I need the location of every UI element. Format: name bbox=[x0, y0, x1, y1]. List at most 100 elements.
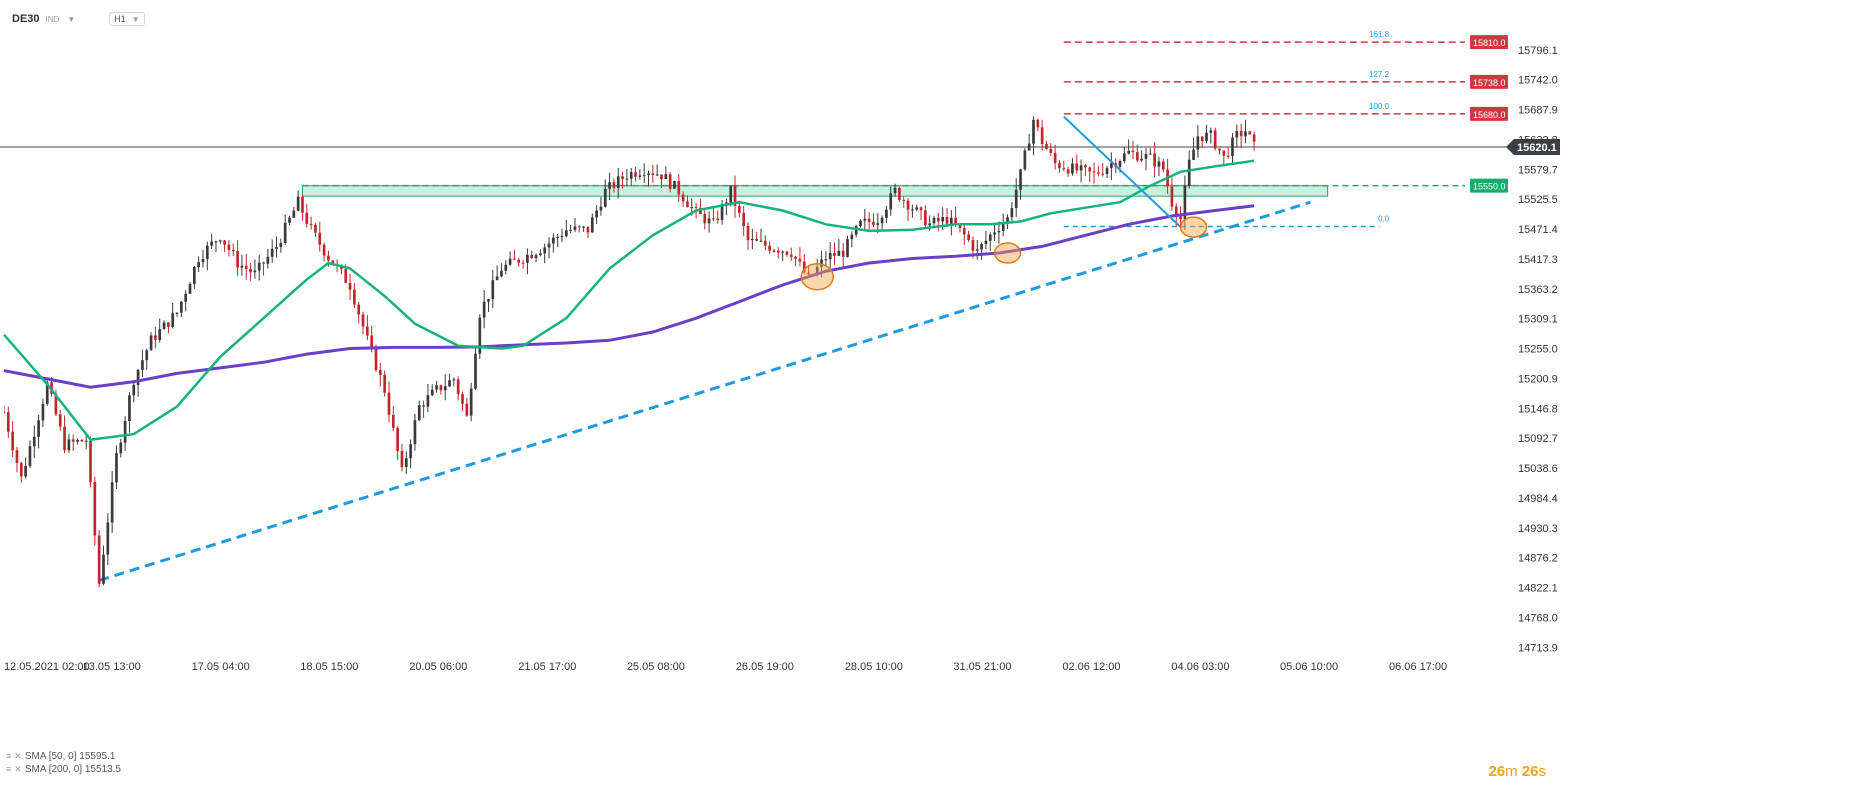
candle-body bbox=[63, 426, 66, 451]
resistance-badge-2 bbox=[1470, 106, 1508, 121]
candle-body bbox=[318, 232, 322, 245]
candle-body bbox=[175, 312, 179, 314]
candle-body bbox=[1161, 161, 1165, 170]
candle-body bbox=[240, 265, 244, 268]
y-tick-label: 15255.0 bbox=[1518, 344, 1558, 356]
candle-body bbox=[500, 270, 503, 277]
resistance-badge-text-2: 15680.0 bbox=[1473, 110, 1506, 120]
candle-body bbox=[543, 247, 547, 254]
candle-body bbox=[123, 421, 127, 443]
x-tick-label: 18.05 15:00 bbox=[300, 661, 358, 673]
candle-body bbox=[954, 217, 957, 225]
candle-body bbox=[327, 255, 330, 261]
candle-body bbox=[859, 220, 862, 227]
resistance-badge-1 bbox=[1470, 74, 1508, 89]
x-tick-label: 28.05 10:00 bbox=[845, 661, 903, 673]
candle-body bbox=[1023, 150, 1027, 170]
candle-body bbox=[448, 380, 451, 387]
candle-body bbox=[872, 221, 875, 226]
support-badge-text: 15550.0 bbox=[1473, 182, 1506, 192]
candle-body bbox=[6, 412, 10, 432]
candle-body bbox=[417, 405, 421, 421]
candle-body bbox=[378, 370, 382, 375]
candle-body bbox=[824, 259, 828, 261]
candle-body bbox=[1179, 216, 1182, 220]
candle-body bbox=[1144, 154, 1148, 159]
timeframe-selector[interactable]: H1 ▼ bbox=[109, 12, 145, 26]
candle-body bbox=[746, 225, 750, 241]
candle-body bbox=[820, 259, 823, 267]
candle-body bbox=[846, 239, 849, 257]
candle-body bbox=[37, 420, 40, 437]
candle-body bbox=[422, 405, 425, 407]
x-tick-label: 17.05 04:00 bbox=[192, 661, 250, 673]
candle-body bbox=[71, 439, 75, 442]
candle-body bbox=[478, 317, 482, 354]
fib-level-label-0: 161.8 bbox=[1369, 30, 1390, 39]
candle-body bbox=[928, 223, 932, 226]
symbol-label[interactable]: DE30 bbox=[12, 13, 40, 25]
candle-body bbox=[772, 250, 776, 252]
candle-body bbox=[906, 200, 910, 210]
candle-body bbox=[1231, 137, 1234, 157]
candle-body bbox=[1157, 161, 1161, 167]
close-icon[interactable]: ✕ bbox=[14, 751, 22, 761]
candle-body bbox=[1131, 150, 1135, 153]
candle-body bbox=[1127, 150, 1131, 154]
candle-body bbox=[539, 253, 542, 256]
candle-body bbox=[231, 249, 235, 252]
candle-body bbox=[941, 216, 945, 222]
candle-body bbox=[1170, 186, 1174, 207]
legend-sma200[interactable]: ≡ ✕ SMA [200, 0] 15513.5 bbox=[6, 763, 121, 776]
candle-body bbox=[785, 251, 789, 255]
support-badge bbox=[1470, 178, 1508, 193]
candle-body bbox=[703, 214, 707, 224]
candle-body bbox=[331, 260, 335, 266]
legend-sma50[interactable]: ≡ ✕ SMA [50, 0] 15595.1 bbox=[6, 750, 121, 763]
candle-body bbox=[521, 262, 525, 264]
candle-body bbox=[612, 182, 616, 188]
candle-body bbox=[366, 326, 369, 336]
x-tick-label: 26.05 19:00 bbox=[736, 661, 794, 673]
candle-body bbox=[794, 256, 797, 259]
candle-body bbox=[1006, 217, 1009, 224]
candle-body bbox=[344, 269, 348, 283]
settings-icon[interactable]: ≡ bbox=[6, 764, 12, 774]
candle-body bbox=[517, 259, 521, 263]
y-tick-label: 15742.0 bbox=[1518, 75, 1558, 87]
candle-body bbox=[1244, 131, 1247, 137]
candle-body bbox=[625, 178, 629, 180]
candle-body bbox=[1049, 148, 1053, 153]
candle-body bbox=[902, 199, 906, 201]
candle-body bbox=[136, 369, 140, 385]
candle-body bbox=[430, 389, 434, 396]
settings-icon[interactable]: ≡ bbox=[6, 751, 12, 761]
candle-body bbox=[1135, 152, 1139, 161]
y-tick-label: 14930.3 bbox=[1518, 523, 1558, 535]
candle-body bbox=[1148, 153, 1152, 155]
candle-body bbox=[171, 313, 175, 327]
candle-body bbox=[19, 462, 23, 477]
candle-body bbox=[119, 442, 123, 454]
candle-body bbox=[911, 209, 914, 211]
y-tick-label: 14768.0 bbox=[1518, 612, 1558, 624]
x-tick-label: 31.05 21:00 bbox=[953, 661, 1011, 673]
bar-countdown: 26m 26s bbox=[1488, 763, 1546, 780]
candle-body bbox=[67, 439, 71, 451]
candle-body bbox=[184, 293, 188, 302]
candle-body bbox=[266, 256, 270, 264]
legend-sma50-text: SMA [50, 0] 15595.1 bbox=[24, 751, 116, 762]
candle-body bbox=[262, 262, 265, 264]
bounce-highlight-1 bbox=[993, 242, 1022, 264]
candle-body bbox=[707, 218, 711, 224]
candle-body bbox=[257, 262, 261, 271]
candle-body bbox=[889, 193, 893, 210]
x-tick-label: 04.06 03:00 bbox=[1171, 661, 1229, 673]
close-icon[interactable]: ✕ bbox=[14, 764, 22, 774]
candle-body bbox=[530, 254, 534, 259]
candle-body bbox=[1092, 171, 1096, 173]
candle-body bbox=[1248, 131, 1252, 135]
symbol-dropdown-icon[interactable]: ▼ bbox=[67, 14, 76, 24]
candle-body bbox=[1036, 119, 1040, 128]
